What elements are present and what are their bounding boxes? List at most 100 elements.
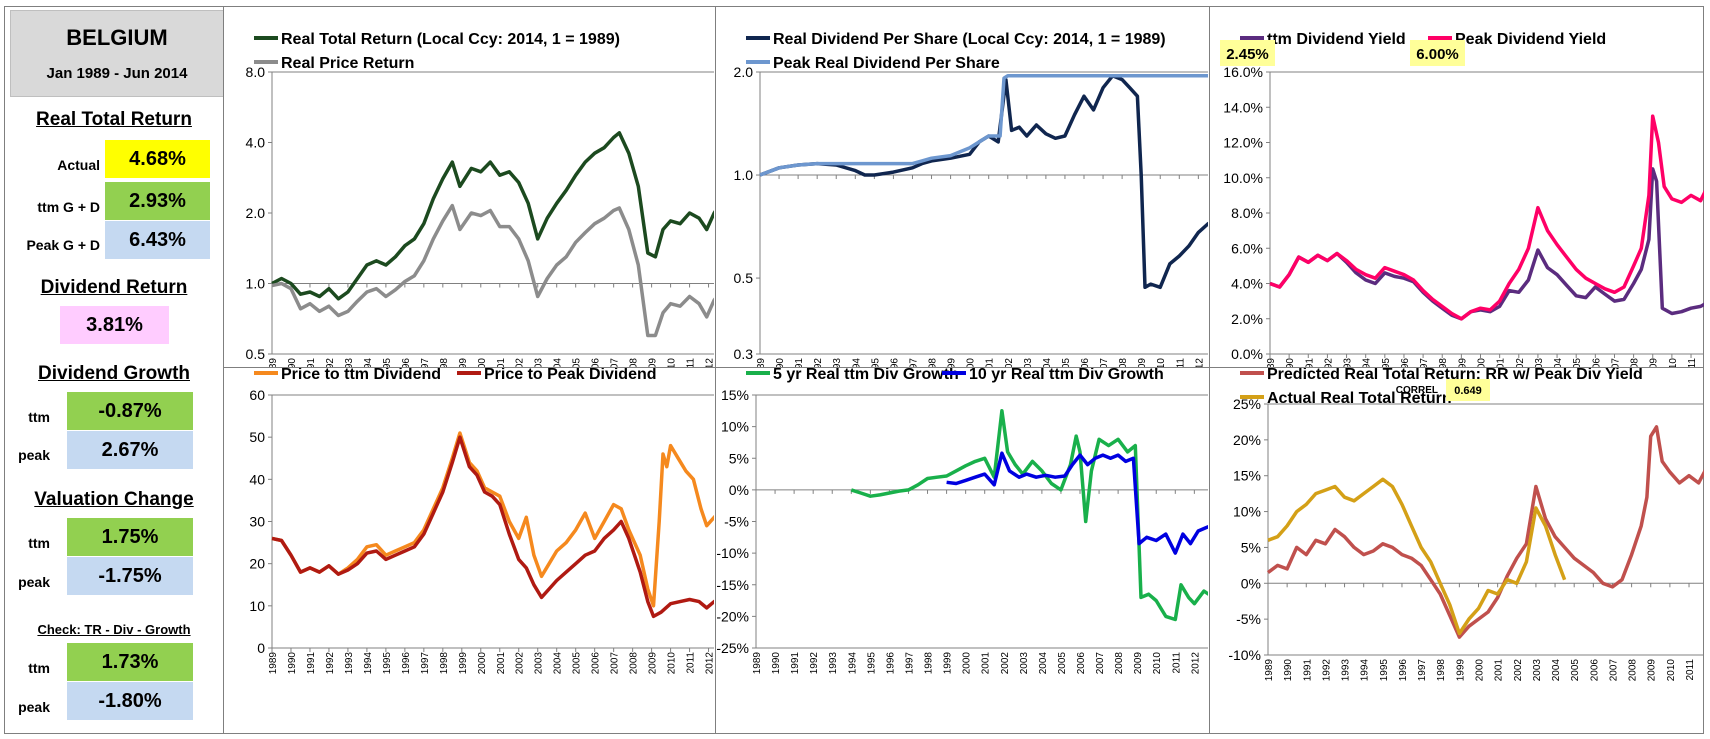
check-ttm-label: ttm: [28, 660, 50, 676]
y-tick-label: 0.3: [734, 346, 754, 362]
y-tick-label: 1.0: [246, 276, 266, 292]
x-tick-label: 2005: [1570, 659, 1581, 682]
rtr-peak-value: 6.43%: [105, 221, 210, 259]
x-tick-label: 1995: [1379, 659, 1390, 682]
divider-left: [223, 7, 224, 733]
x-tick-label: 2011: [1685, 659, 1696, 681]
y-tick-label: 8.0: [246, 64, 266, 80]
divider-right: [1209, 7, 1210, 733]
x-tick-label: 1995: [870, 358, 881, 367]
rtr-actual-label: Actual: [57, 157, 100, 173]
date-range: Jan 1989 - Jun 2014: [46, 65, 188, 82]
x-tick-label: 2002: [1515, 358, 1526, 367]
x-tick-label: 2002: [1000, 652, 1011, 675]
series-line-1: [850, 409, 1208, 622]
x-tick-label: 1994: [851, 358, 862, 367]
x-tick-label: 1991: [306, 358, 317, 367]
x-tick-label: 2004: [1038, 652, 1049, 675]
x-tick-label: 1998: [1436, 659, 1447, 682]
x-tick-label: 2003: [1019, 652, 1030, 675]
x-tick-label: 2012: [1194, 358, 1205, 367]
x-tick-label: 1989: [1264, 659, 1275, 682]
x-tick-label: 1996: [885, 652, 896, 675]
x-tick-label: 1990: [1283, 659, 1294, 682]
x-tick-label: 1992: [1323, 358, 1334, 367]
x-tick-label: 1999: [1457, 358, 1468, 367]
x-tick-label: 2000: [1475, 659, 1486, 682]
x-tick-label: 2009: [1137, 358, 1148, 367]
x-tick-label: 2001: [496, 652, 507, 675]
x-tick-label: 1994: [1360, 659, 1371, 682]
x-tick-label: 1995: [866, 652, 877, 675]
y-tick-label: 10: [249, 598, 265, 614]
x-tick-label: 2011: [1171, 652, 1182, 674]
x-tick-label: 1992: [325, 358, 336, 367]
series-line-2: [271, 435, 714, 619]
x-tick-label: 2001: [985, 358, 996, 367]
x-tick-label: 2006: [1076, 652, 1087, 675]
x-tick-label: 2000: [477, 652, 488, 675]
x-tick-label: 1997: [1419, 358, 1430, 367]
x-tick-label: 1996: [889, 358, 900, 367]
legend-label: 10 yr Real ttm Div Growth: [969, 368, 1164, 383]
x-tick-label: 1993: [1343, 358, 1354, 367]
x-tick-label: 2004: [1553, 358, 1564, 367]
legend-label: Price to ttm Dividend: [281, 368, 441, 383]
plot-frame: [1267, 403, 1704, 656]
y-tick-label: -5%: [1236, 611, 1261, 627]
x-tick-label: 2006: [1589, 659, 1600, 682]
x-tick-label: 2011: [1687, 358, 1698, 367]
series-line-2: [1267, 477, 1567, 636]
x-tick-label: 2002: [1004, 358, 1015, 367]
x-tick-label: 1996: [401, 652, 412, 675]
x-tick-label: 1991: [790, 652, 801, 675]
y-tick-label: 6.0%: [1231, 240, 1263, 256]
x-tick-label: 1993: [344, 652, 355, 675]
x-tick-label: 2011: [686, 358, 697, 367]
x-tick-label: 2010: [1666, 659, 1677, 682]
plot-frame: [271, 394, 714, 649]
x-tick-label: 1990: [1285, 358, 1296, 367]
x-tick-label: 2012: [705, 358, 714, 367]
x-tick-label: 2006: [1080, 358, 1091, 367]
y-tick-label: 25%: [1233, 396, 1261, 412]
legend-label: Peak Real Dividend Per Share: [773, 55, 1000, 72]
vc-ttm-label: ttm: [28, 535, 50, 551]
plot-frame: [755, 394, 1208, 649]
y-tick-label: 1.0: [734, 167, 754, 183]
y-tick-label: 14.0%: [1223, 99, 1263, 115]
x-tick-label: 2008: [1628, 659, 1639, 682]
chart-dividend-per-share: 1989 1990 1991 1992 1993 1994 1995 1996 1997 1998…: [734, 31, 1208, 367]
x-tick-label: 2001: [981, 652, 992, 675]
y-tick-label: 5%: [729, 450, 749, 466]
x-tick-label: 2012: [705, 652, 714, 675]
x-tick-label: 2004: [553, 652, 564, 675]
chart-total-return: 1989 1990 1991 1992 1993 1994 1995 1996 1997 1998…: [246, 31, 714, 367]
x-tick-label: 2001: [496, 358, 507, 367]
rtr-ttm-label: ttm G + D: [37, 199, 100, 215]
y-tick-label: 10%: [1233, 504, 1261, 520]
x-tick-label: 2003: [1532, 659, 1543, 682]
dividend-return-heading: Dividend Return: [40, 277, 188, 298]
check-peak-value: -1.80%: [67, 682, 193, 720]
vc-peak-label: peak: [18, 574, 50, 590]
x-tick-label: 1994: [1362, 358, 1373, 367]
dividend-growth-heading: Dividend Growth: [38, 363, 190, 384]
x-tick-label: 1992: [1321, 659, 1332, 682]
y-tick-label: -15%: [716, 577, 749, 593]
x-tick-label: 1991: [1302, 659, 1313, 682]
x-tick-label: 1999: [458, 358, 469, 367]
x-tick-label: 2005: [572, 358, 583, 367]
dg-peak-value: 2.67%: [67, 431, 193, 469]
y-tick-label: 0%: [729, 482, 749, 498]
y-tick-label: 40: [249, 471, 265, 487]
x-tick-label: 1992: [813, 358, 824, 367]
x-tick-label: 2006: [1591, 358, 1602, 367]
x-tick-label: 1998: [924, 652, 935, 675]
x-tick-label: 2008: [1118, 358, 1129, 367]
legend-label: Real Price Return: [281, 55, 414, 72]
x-tick-label: 1991: [1304, 358, 1315, 367]
divider-mid: [715, 7, 716, 733]
x-tick-label: 1991: [794, 358, 805, 367]
plot-frame: [759, 71, 1208, 355]
